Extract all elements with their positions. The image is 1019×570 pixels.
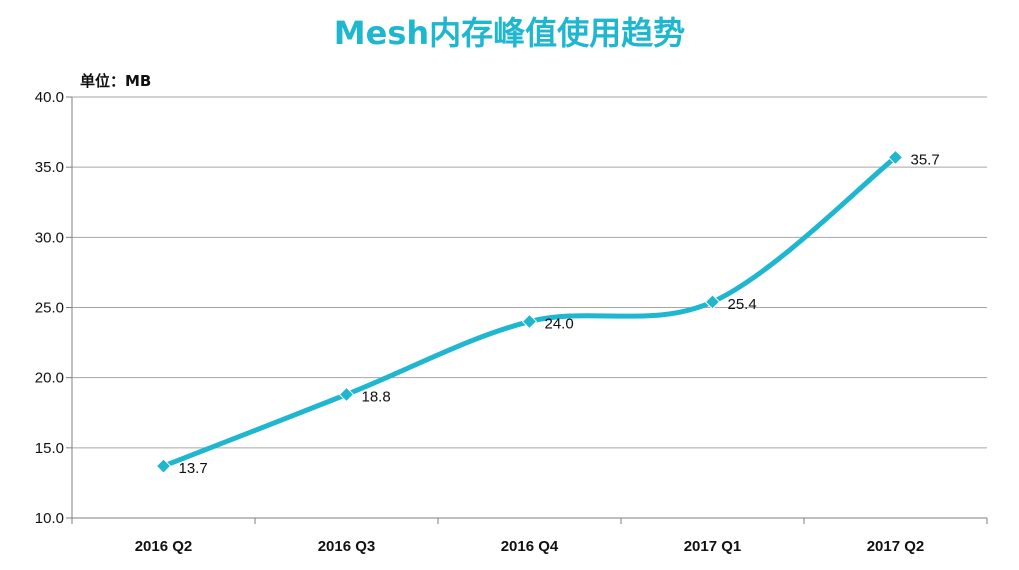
x-tick-label: 2017 Q1 bbox=[684, 538, 742, 555]
data-point bbox=[704, 294, 721, 310]
x-tick-label: 2016 Q2 bbox=[135, 538, 193, 555]
data-label: 18.8 bbox=[362, 389, 391, 406]
y-tick-label: 10.0 bbox=[35, 510, 64, 527]
data-point bbox=[521, 313, 538, 330]
unit-label: 单位：MB bbox=[80, 72, 152, 90]
x-tick-label: 2016 Q3 bbox=[318, 538, 376, 555]
y-tick-label: 40.0 bbox=[35, 89, 64, 106]
y-tick-label: 20.0 bbox=[35, 370, 64, 387]
series-line bbox=[161, 154, 898, 469]
y-tick-label: 15.0 bbox=[35, 440, 64, 457]
data-point bbox=[887, 149, 904, 166]
y-tick-label: 35.0 bbox=[35, 159, 64, 176]
data-point bbox=[338, 386, 355, 403]
data-label: 24.0 bbox=[545, 316, 574, 333]
data-label: 13.7 bbox=[179, 460, 208, 477]
chart-title: Mesh内存峰值使用趋势 bbox=[333, 14, 686, 52]
y-tick-label: 25.0 bbox=[35, 300, 64, 317]
x-tick-label: 2016 Q4 bbox=[501, 538, 559, 555]
data-point bbox=[155, 458, 172, 474]
x-tick-label: 2017 Q2 bbox=[867, 538, 925, 555]
data-label: 35.7 bbox=[911, 151, 940, 168]
y-tick-label: 30.0 bbox=[35, 229, 64, 246]
data-label: 25.4 bbox=[728, 296, 757, 313]
